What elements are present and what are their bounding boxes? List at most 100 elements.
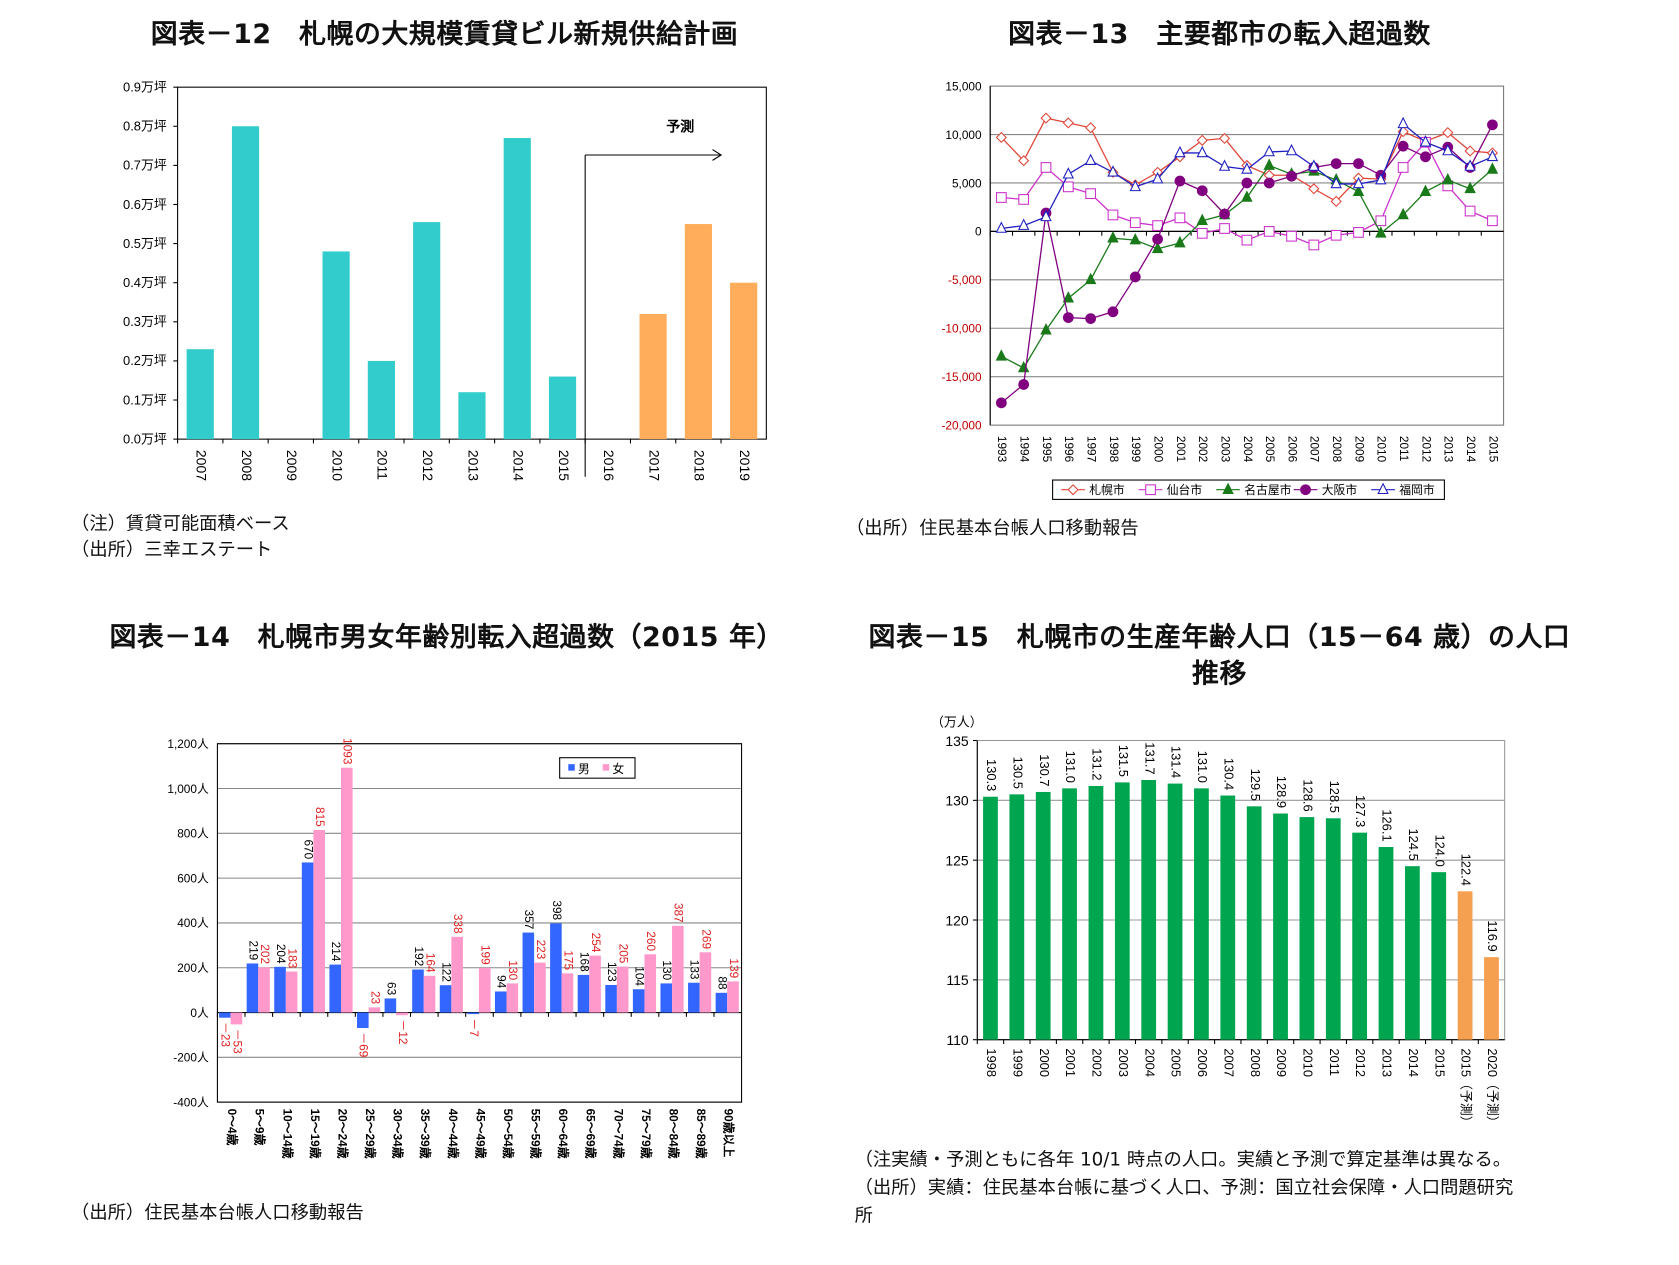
fig12-ytick-label: 0.5万坪 <box>123 236 167 251</box>
fig12-chart: 0.0万坪 0.1万坪 0.2万坪 0.3万坪 0.4万坪 0.5万坪 0.6万坪 0.7万坪… <box>123 79 767 481</box>
fig15-data-label: 116.9 <box>1485 920 1500 951</box>
fig13-point-2-2013 <box>1442 172 1454 185</box>
fig14-data-label: 398 <box>550 900 564 920</box>
fig14-xlabel: 10～14歳 <box>280 1109 294 1159</box>
fig13-ytick-label: -15,000 <box>941 370 982 384</box>
fig14-bar-0-15 <box>632 989 645 1013</box>
fig13-legend: 札幌市 仙台市 名古屋市 大阪市 福岡市 <box>1052 479 1445 500</box>
fig13-point-4-2007 <box>1308 159 1320 171</box>
fig14-bar-0-6 <box>384 998 397 1013</box>
fig14-data-label: 130 <box>506 960 520 980</box>
fig13-point-1-2005 <box>1263 226 1275 237</box>
fig15-bar-8 <box>1194 788 1209 1040</box>
fig15-ytick-label: 120 <box>945 912 969 928</box>
fig14-data-label: 183 <box>285 949 299 969</box>
fig15-bar-2 <box>1035 791 1051 1040</box>
fig14-bar-1-5 <box>368 1007 381 1013</box>
fig15-data-label: 124.0 <box>1432 834 1447 866</box>
fig15-xlabel: 2003 <box>1116 1048 1131 1077</box>
fig15-bar-14 <box>1352 832 1368 1040</box>
fig13-point-4-2011 <box>1397 116 1409 129</box>
fig14-data-label: 94 <box>495 975 509 989</box>
fig13-legend-marker-icon <box>1067 484 1079 496</box>
fig14-legend-swatch-icon <box>568 764 575 771</box>
fig13-ytick-label: -20,000 <box>941 418 982 432</box>
fig12-xlabel: 2012 <box>420 450 436 481</box>
fig13-point-3-2003 <box>1219 208 1230 220</box>
fig14-ytick-label: 400人 <box>177 916 209 930</box>
fig15-xlabel: 2014 <box>1406 1048 1421 1077</box>
fig14-ytick-label: 1,000人 <box>167 782 209 796</box>
fig14-data-label: 139 <box>727 958 741 978</box>
fig13-point-1-2006 <box>1286 230 1297 242</box>
fig12-ytick-label: 0.1万坪 <box>123 392 167 407</box>
fig14-xlabel: 15～19歳 <box>308 1109 322 1159</box>
fig14-bar-1-14 <box>616 966 629 1013</box>
fig12-ytick-label: 0.8万坪 <box>123 119 167 134</box>
fig14-data-label: －7 <box>467 1018 481 1036</box>
fig14-data-label: 175 <box>561 950 575 970</box>
fig12-ytick-label: 0.0万坪 <box>123 431 167 446</box>
fig14-ytick-label: 0人 <box>190 1006 209 1020</box>
fig13-point-3-2006 <box>1286 170 1297 182</box>
fig14-bar-0-0 <box>219 1012 231 1018</box>
fig14-xlabel: 90歳以上 <box>722 1109 736 1158</box>
fig14-plot-frame <box>216 743 743 1103</box>
fig13-point-2-2009 <box>1352 184 1365 196</box>
fig15-xlabel: 2001 <box>1063 1048 1078 1077</box>
fig14-xlabel: 0～4歳 <box>225 1109 239 1146</box>
fig15-xlabel: 2006 <box>1195 1048 1210 1077</box>
fig13-point-4-2013 <box>1442 143 1454 156</box>
fig14-bar-0-18 <box>715 992 728 1013</box>
fig14-ytick-label: 200人 <box>177 961 209 975</box>
fig15-data-label: 130.3 <box>984 759 999 791</box>
fig13-point-2-2002 <box>1196 213 1208 226</box>
fig12-bar-2017 <box>639 313 667 440</box>
fig14-data-label: 122 <box>439 962 453 982</box>
fig15-bar-11 <box>1273 813 1288 1040</box>
fig15-xlabel: 2008 <box>1248 1048 1263 1077</box>
fig13-point-1-2010 <box>1375 215 1387 227</box>
fig14-data-label: 815 <box>313 807 327 827</box>
fig13-point-1-2003 <box>1219 223 1230 234</box>
fig12-xlabel: 2015 <box>556 450 572 481</box>
fig13-point-3-1997 <box>1085 313 1097 324</box>
fig12-bar-2014 <box>503 138 531 440</box>
fig14-legend-box <box>559 757 636 779</box>
fig15-xlabel: 2002 <box>1090 1048 1105 1077</box>
fig15-data-label: 130.4 <box>1221 758 1236 790</box>
fig13-point-2-2010 <box>1375 226 1387 238</box>
fig13-point-4-1996 <box>1062 167 1075 179</box>
fig13-point-1-2002 <box>1196 227 1208 239</box>
fig13-xlabel: 2011 <box>1397 436 1411 461</box>
fig13-title: 図表－13 主要都市の転入超過数 <box>1008 18 1431 50</box>
fig13-point-0-1997 <box>1085 122 1097 134</box>
fig13-point-4-1997 <box>1084 153 1097 165</box>
fig13-point-0-2014 <box>1464 145 1476 157</box>
fig14-bar-1-8 <box>451 936 463 1013</box>
fig15-data-label: 131.7 <box>1142 742 1157 774</box>
fig12-arrow-head-icon <box>712 149 723 161</box>
fig14-bar-0-1 <box>246 963 259 1013</box>
fig13-point-3-2000 <box>1152 233 1163 245</box>
fig14-data-label: 219 <box>246 940 260 960</box>
fig15-bar-9 <box>1220 795 1236 1040</box>
fig15-bar-6 <box>1141 779 1157 1040</box>
fig12-ytick-label: 0.6万坪 <box>123 197 167 212</box>
fig13-xlabel: 2015 <box>1486 436 1500 463</box>
fig14-data-label: 223 <box>534 940 548 960</box>
fig13-point-1-2015 <box>1487 215 1498 227</box>
fig15-data-label: 131.2 <box>1090 748 1105 780</box>
fig14-data-label: 192 <box>412 947 426 967</box>
fig13-ytick-label: 10,000 <box>945 128 982 142</box>
fig13-xlabel: 1997 <box>1085 436 1099 462</box>
fig12-bar-2018 <box>684 224 712 440</box>
fig13-line-4 <box>1001 122 1493 230</box>
fig15-xlabel: 2005 <box>1169 1048 1184 1077</box>
fig14-data-label: 387 <box>672 903 686 923</box>
fig15-bar-15 <box>1378 847 1394 1040</box>
fig15-ytick-label: 115 <box>946 972 969 988</box>
fig14-bar-0-3 <box>301 862 314 1013</box>
fig15-xlabel: 2015 <box>1432 1048 1447 1077</box>
fig14-bar-1-7 <box>423 975 436 1013</box>
